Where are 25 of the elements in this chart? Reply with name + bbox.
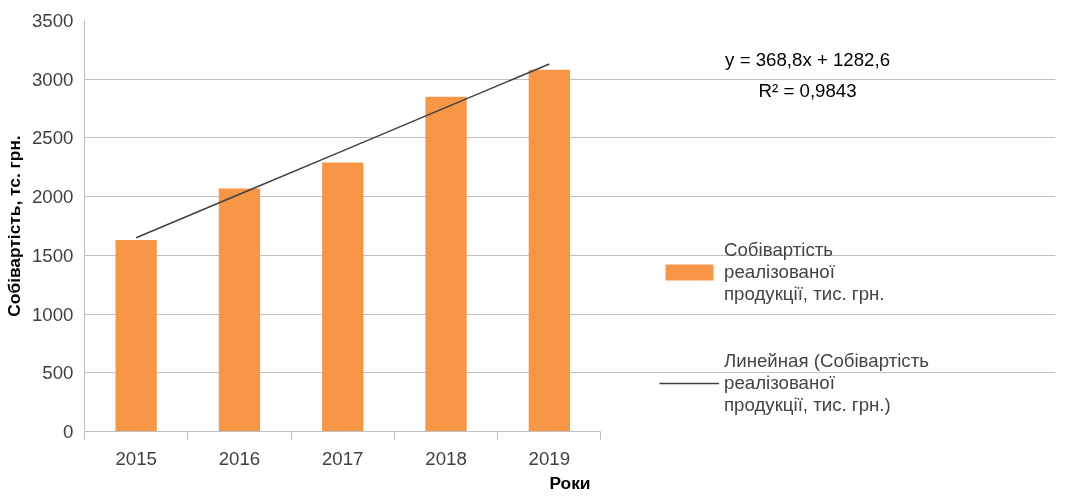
- legend-label: Собівартість реалізованої продукції, тис. грн.: [724, 239, 885, 305]
- x-tick-label: 2018: [425, 447, 467, 469]
- bar: [528, 69, 570, 432]
- x-tick-label: 2015: [115, 447, 157, 469]
- legend-label: Линейная (Собівартість реалізованої продукції, тис. грн.): [724, 350, 929, 416]
- x-tick-label: 2016: [218, 447, 261, 469]
- y-tick-label: 0: [63, 421, 74, 442]
- y-tick-label: 3500: [32, 10, 74, 31]
- y-tick-label: 1000: [32, 303, 74, 325]
- text: y = 368,8x + 1282,6: [725, 48, 891, 70]
- x-axis-title: Роки: [549, 472, 591, 493]
- text: R² = 0,9843: [758, 79, 857, 101]
- y-axis-title: Собівартість, тс. грн.: [4, 135, 24, 317]
- x-tick-label: 2017: [321, 447, 364, 469]
- y-tick-label: 1500: [32, 244, 74, 266]
- line-series: [135, 63, 551, 239]
- bar: [115, 240, 157, 432]
- y-tick-label: 2000: [32, 186, 74, 208]
- bar: [322, 162, 364, 432]
- bar: [218, 188, 261, 432]
- bar: [425, 96, 467, 432]
- y-tick-label: 3000: [32, 68, 74, 90]
- y-tick-label: 2500: [32, 127, 74, 149]
- x-tick-label: 2019: [528, 447, 571, 469]
- y-tick-label: 500: [42, 362, 74, 384]
